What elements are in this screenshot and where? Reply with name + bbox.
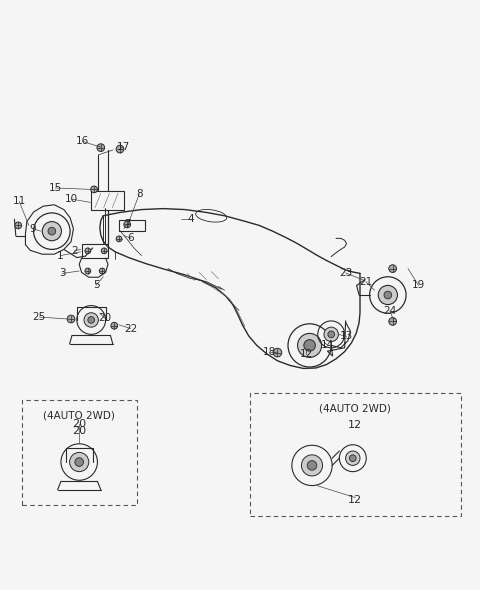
Circle shape: [111, 322, 118, 329]
Text: 5: 5: [93, 280, 99, 290]
Circle shape: [88, 317, 95, 323]
Text: 20: 20: [98, 313, 111, 323]
Text: 20: 20: [72, 426, 86, 436]
Circle shape: [304, 340, 315, 351]
Circle shape: [42, 222, 61, 241]
Text: 8: 8: [136, 189, 143, 199]
Text: 21: 21: [359, 277, 372, 287]
Text: 20: 20: [72, 419, 86, 429]
Text: (4AUTO 2WD): (4AUTO 2WD): [43, 410, 115, 420]
Circle shape: [273, 348, 282, 357]
Circle shape: [48, 227, 56, 235]
Circle shape: [378, 286, 397, 304]
Bar: [119, 220, 145, 231]
Text: 17: 17: [117, 142, 130, 152]
Text: (4AUTO 2WD): (4AUTO 2WD): [319, 404, 391, 414]
Text: 14: 14: [321, 340, 334, 350]
Text: 4: 4: [188, 214, 194, 224]
Text: 2: 2: [71, 246, 78, 256]
Text: 19: 19: [412, 280, 425, 290]
Circle shape: [346, 451, 360, 466]
Circle shape: [307, 461, 317, 470]
Text: 18: 18: [263, 347, 276, 356]
Circle shape: [85, 268, 91, 274]
Text: 15: 15: [48, 183, 62, 193]
Circle shape: [15, 222, 22, 229]
Text: 1: 1: [57, 251, 63, 261]
Circle shape: [67, 315, 75, 323]
Circle shape: [85, 248, 91, 254]
Circle shape: [99, 268, 105, 274]
Text: 11: 11: [12, 196, 26, 206]
Text: 23: 23: [339, 268, 352, 278]
Circle shape: [389, 317, 396, 325]
Text: 12: 12: [348, 496, 362, 506]
Text: 22: 22: [124, 323, 137, 333]
Circle shape: [101, 248, 107, 254]
Text: 9: 9: [29, 224, 36, 234]
Circle shape: [328, 331, 335, 337]
Circle shape: [116, 236, 122, 242]
Circle shape: [97, 144, 105, 152]
Circle shape: [124, 221, 131, 228]
Bar: [82, 244, 108, 258]
Text: 16: 16: [76, 136, 89, 146]
Text: 12: 12: [300, 349, 313, 359]
Text: 12: 12: [348, 420, 362, 430]
Circle shape: [384, 291, 392, 299]
Circle shape: [301, 455, 323, 476]
Circle shape: [116, 145, 124, 153]
Circle shape: [70, 453, 89, 471]
Bar: [91, 191, 124, 210]
Circle shape: [75, 458, 84, 466]
Text: 24: 24: [383, 306, 396, 316]
Circle shape: [84, 313, 98, 327]
Text: 7: 7: [124, 219, 131, 229]
Circle shape: [324, 327, 338, 342]
Text: 13: 13: [340, 331, 353, 341]
Circle shape: [91, 186, 97, 193]
Text: 10: 10: [64, 194, 78, 204]
Circle shape: [389, 265, 396, 273]
Circle shape: [349, 455, 356, 461]
Circle shape: [298, 333, 322, 358]
Text: 6: 6: [128, 234, 134, 243]
Text: 25: 25: [33, 312, 46, 322]
Text: 3: 3: [59, 268, 66, 278]
